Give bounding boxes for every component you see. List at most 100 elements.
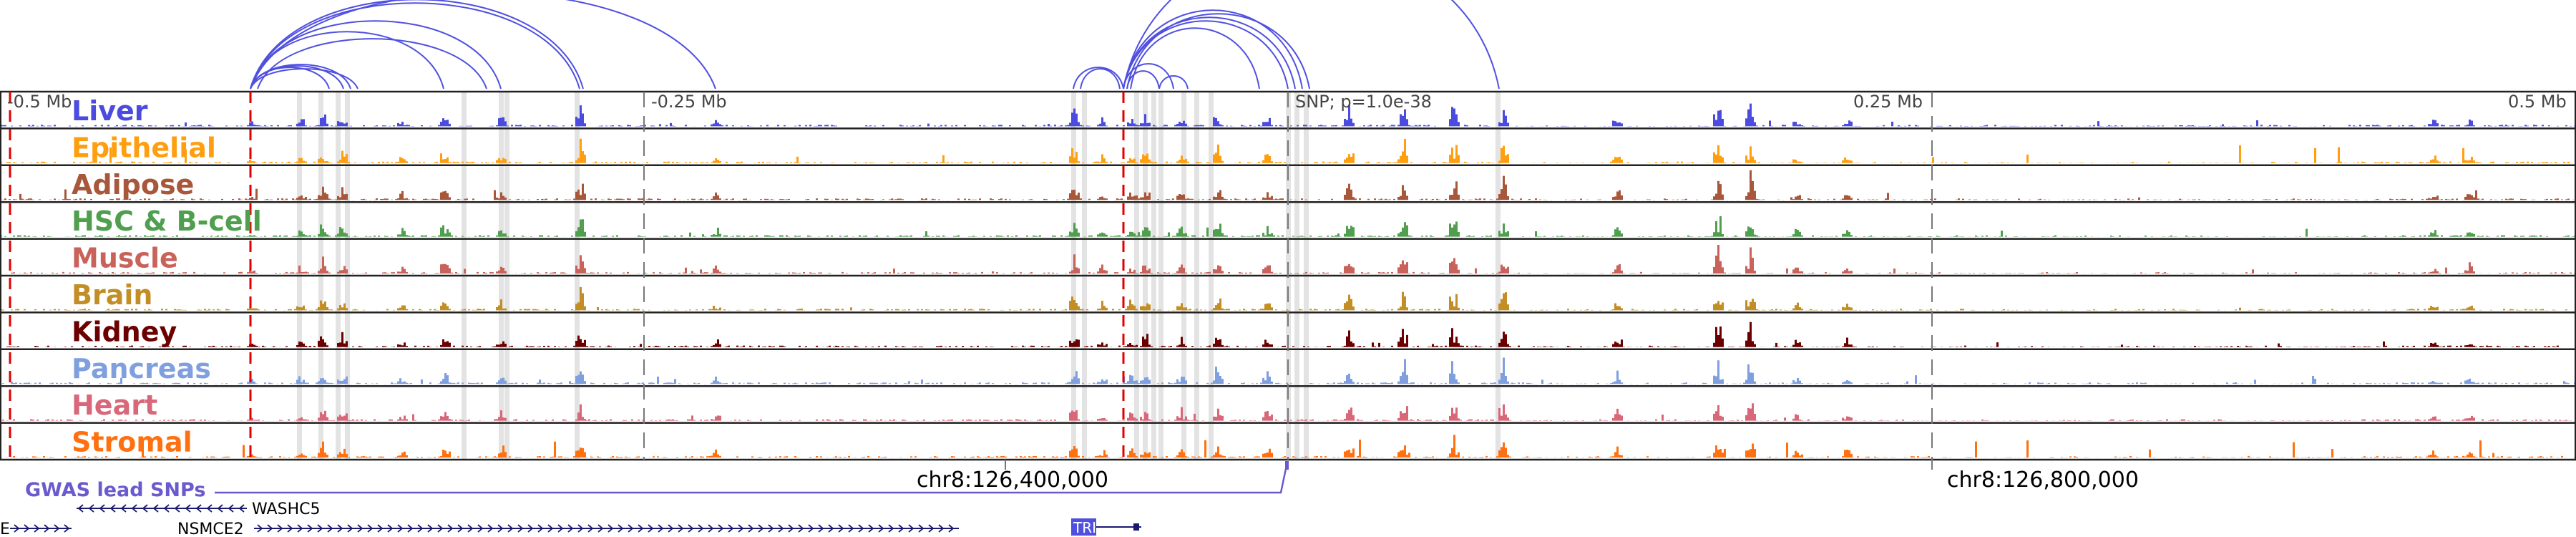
strand-arrow (142, 504, 148, 513)
strand-arrow (195, 504, 202, 513)
loop-arc (1126, 13, 1310, 90)
strand-arrow (678, 524, 684, 533)
strand-arrow (307, 524, 313, 533)
strand-arrow (377, 524, 384, 533)
strand-arrow (628, 524, 634, 533)
track-label-adipose: Adipose (72, 169, 194, 200)
gene-label-nsmce2: NSMCE2 (177, 521, 244, 537)
strand-arrow (507, 524, 514, 533)
loop-arc (250, 20, 502, 90)
gene-trib1[interactable]: TRIB1 (1071, 518, 1141, 536)
strand-arrow (487, 524, 494, 533)
strand-arrow (838, 524, 844, 533)
strand-arrow (99, 504, 105, 513)
strand-arrow (54, 524, 60, 533)
loop-arc (1123, 0, 1500, 90)
strand-arrow (447, 524, 454, 533)
loop-arc (1123, 63, 1174, 90)
strand-arrow (778, 524, 784, 533)
strand-arrow (567, 524, 574, 533)
strand-arrow (357, 524, 364, 533)
strand-arrow (367, 524, 374, 533)
strand-arrow (918, 524, 924, 533)
strand-arrow (88, 504, 94, 513)
strand-arrow (928, 524, 935, 533)
loop-arc (250, 68, 358, 90)
strand-arrow (277, 524, 283, 533)
signal-adipose (0, 170, 2576, 200)
strand-arrow (457, 524, 464, 533)
strand-arrow (337, 524, 343, 533)
strand-arrow (317, 524, 323, 533)
strand-arrow (618, 524, 624, 533)
strand-arrow (497, 524, 504, 533)
loop-arc (257, 38, 487, 90)
track-labels: Liver Epithelial Adipose HSC & B-cell Muscle… (72, 95, 262, 458)
strand-arrow (14, 524, 20, 533)
strand-arrow (638, 524, 644, 533)
strand-arrow (728, 524, 734, 533)
axis-tick-0.5mb: 0.5 Mb (2508, 92, 2567, 112)
strand-arrow (898, 524, 904, 533)
strand-arrow (788, 524, 794, 533)
strand-arrow (163, 504, 170, 513)
strand-arrow (688, 524, 694, 533)
strand-arrow (217, 504, 223, 513)
strand-arrow (64, 524, 70, 533)
strand-arrow (557, 524, 564, 533)
gene-nsmce2[interactable]: NSMCE2 (177, 521, 959, 537)
loop-arcs (250, 0, 1500, 90)
strand-arrow (648, 524, 654, 533)
track-label-stromal: Stromal (72, 427, 192, 458)
strand-arrow (587, 524, 594, 533)
strand-arrow (527, 524, 534, 533)
strand-arrow (908, 524, 914, 533)
strand-arrow (547, 524, 554, 533)
track-label-heart: Heart (72, 390, 157, 421)
axis-tick-minus-0.5mb: -0.5 Mb (7, 92, 72, 112)
strand-arrow (848, 524, 854, 533)
gwas-snp-marker[interactable] (1285, 461, 1289, 470)
strand-arrow (257, 524, 263, 533)
strand-arrow (768, 524, 774, 533)
strand-arrow (577, 524, 584, 533)
strand-arrow (738, 524, 744, 533)
gene-label-washc5: WASHC5 (252, 500, 320, 518)
loop-arc (1123, 16, 1296, 90)
strand-arrow (131, 504, 137, 513)
strand-arrow (44, 524, 50, 533)
coord-label-126800000: chr8:126,800,000 (1947, 468, 2139, 493)
strand-arrow (407, 524, 414, 533)
strand-arrow (297, 524, 303, 533)
strand-arrow (938, 524, 945, 533)
gwas-snp-connector (215, 465, 1288, 494)
strand-arrow (878, 524, 884, 533)
strand-arrow (828, 524, 834, 533)
loop-arc (1130, 27, 1260, 90)
gene-e-partial[interactable]: E (0, 521, 72, 537)
loop-arc (250, 0, 716, 90)
loop-arc (250, 2, 580, 90)
loop-arc (250, 64, 351, 90)
strand-arrow (798, 524, 804, 533)
gwas-track-label: GWAS lead SNPs (25, 479, 205, 501)
strand-arrow (698, 524, 704, 533)
loop-arc (1123, 20, 1289, 90)
strand-arrow (238, 504, 245, 513)
signal-tracks (0, 103, 2576, 458)
strand-arrow (888, 524, 894, 533)
strand-arrow (868, 524, 874, 533)
gene-washc5[interactable]: WASHC5 (77, 500, 320, 518)
strand-arrow (718, 524, 724, 533)
axis-snp-label: SNP; p=1.0e-38 (1295, 92, 1432, 112)
strand-arrow (467, 524, 474, 533)
loop-arc (1073, 67, 1124, 90)
strand-arrow (437, 524, 444, 533)
strand-arrow (120, 504, 127, 513)
strand-arrow (185, 504, 191, 513)
strand-arrow (858, 524, 864, 533)
track-label-liver: Liver (72, 95, 148, 127)
strand-arrow (808, 524, 814, 533)
strand-arrow (267, 524, 273, 533)
